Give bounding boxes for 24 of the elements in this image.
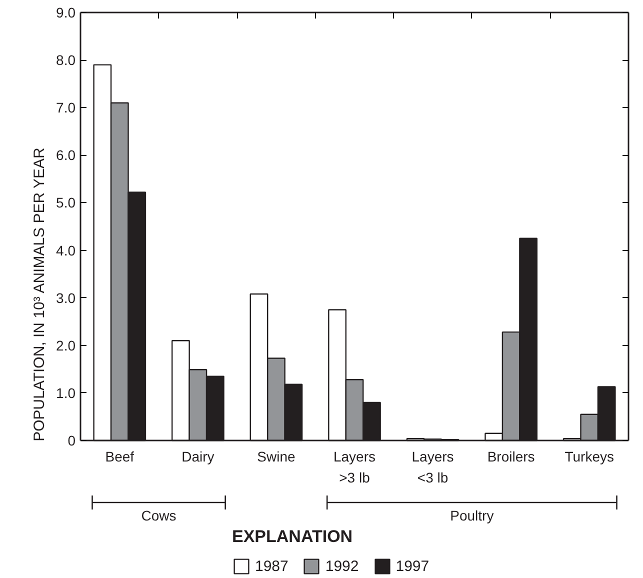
y-tick-label: 9.0	[56, 4, 76, 20]
legend-label: 1992	[325, 558, 359, 574]
y-axis-title: POPULATION, IN 10³ ANIMALS PER YEAR	[31, 148, 48, 442]
x-tick-label: Dairy	[182, 448, 214, 464]
legend-title: EXPLANATION	[232, 527, 354, 547]
text: Cows	[141, 508, 176, 524]
y-tick-label: 1.0	[56, 384, 76, 401]
x-tick-label: Broilers	[487, 448, 535, 464]
y-tick-label: 4.0	[56, 242, 76, 258]
y-tick-label: 5.0	[56, 194, 76, 211]
y-tick-label: 0	[68, 432, 76, 448]
y-tick-label: 2.0	[56, 337, 76, 354]
y-tick-label: 7.0	[56, 100, 76, 116]
text: Poultry	[450, 508, 494, 524]
x-tick-label: Beef	[105, 448, 134, 464]
x-tick-label: Layers >3 lb	[333, 448, 376, 486]
x-tick-label: Swine	[257, 448, 296, 464]
x-tick-label: Turkeys	[564, 448, 614, 464]
legend-label: 1987	[255, 558, 288, 574]
y-tick-label: 3.0	[56, 290, 76, 306]
y-tick-label: 6.0	[56, 147, 76, 164]
legend-label: 1997	[396, 558, 430, 574]
y-tick-label: 8.0	[56, 52, 76, 68]
x-tick-label: Layers <3 lb	[412, 448, 454, 486]
